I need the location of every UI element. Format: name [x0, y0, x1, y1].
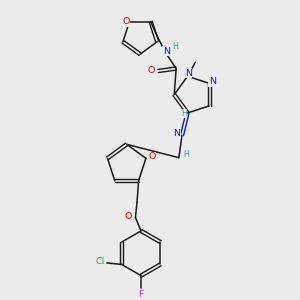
- Text: Cl: Cl: [95, 257, 105, 266]
- Text: O: O: [124, 212, 132, 221]
- Text: N: N: [173, 129, 181, 138]
- Text: H: H: [184, 150, 190, 159]
- Text: F: F: [138, 290, 144, 299]
- Text: N: N: [185, 69, 192, 78]
- Text: O: O: [122, 17, 129, 26]
- Text: O: O: [148, 66, 155, 75]
- Text: N: N: [163, 46, 170, 56]
- Text: H: H: [172, 42, 178, 51]
- Text: H: H: [181, 109, 187, 118]
- Text: N: N: [209, 77, 216, 86]
- Text: O: O: [148, 152, 156, 161]
